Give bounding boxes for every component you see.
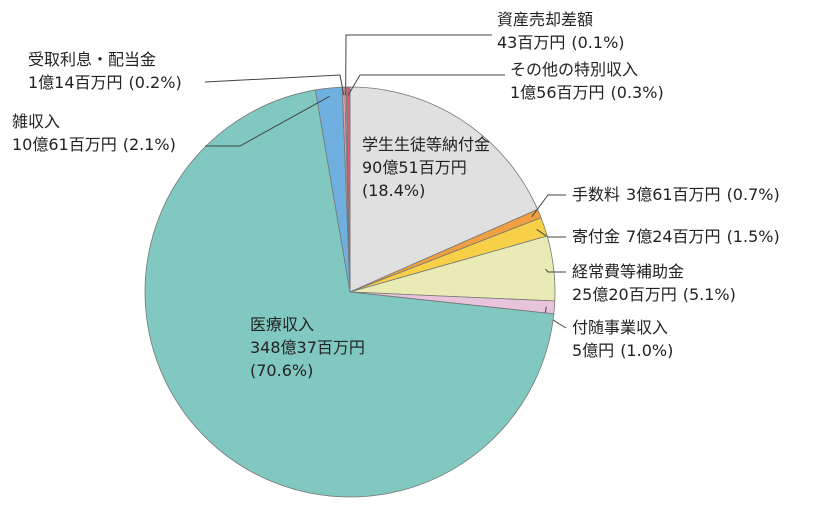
percent-label: (0.2%) [129,73,182,92]
label-line: 348億37百万円 [250,338,365,357]
label-line: 25億20百万円 (5.1%) [572,285,736,304]
leader-line [531,194,566,217]
slice-label: その他の特別収入 [510,60,638,79]
amount-label: 348億37百万円 [250,338,365,357]
amount-label: 90億51百万円 [362,158,467,177]
amount-label: 7億24百万円 [626,227,721,246]
pie-slice [349,86,539,293]
label-line: 90億51百万円 [362,158,467,177]
label-line: 資産売却差額 [497,10,593,29]
label-line: 学生生徒等納付金 [362,135,490,154]
label-line: 手数料 3億61百万円 (0.7%) [572,185,780,204]
slice-label: 受取利息・配当金 [28,50,156,69]
label-line: (18.4%) [362,181,425,200]
slice-label: 資産売却差額 [497,10,593,29]
slice-label: 雑収入 [12,112,60,131]
label-line: 5億円 (1.0%) [572,341,673,360]
label-line: その他の特別収入 [510,60,638,79]
label-line: 43百万円 (0.1%) [497,33,625,52]
percent-label: (1.5%) [727,227,780,246]
amount-label: 43百万円 [497,33,565,52]
leader-line [205,95,330,147]
percent-label: (70.6%) [250,361,313,380]
label-line: 寄付金 7億24百万円 (1.5%) [572,227,780,246]
leader-line [536,229,566,238]
amount-label: 5億円 [572,341,614,360]
percent-label: (18.4%) [362,181,425,200]
label-line: 医療収入 [250,315,314,334]
label-line: (70.6%) [250,361,313,380]
leader-line [204,74,345,96]
amount-label: 3億61百万円 [626,185,721,204]
leader-line [345,34,492,96]
label-line: 付随事業収入 [572,318,668,337]
slice-label: 付随事業収入 [572,318,668,337]
label-line: 10億61百万円 (2.1%) [12,135,176,154]
percent-label: (0.3%) [611,83,664,102]
leader-line [347,74,505,96]
percent-label: (0.1%) [571,33,624,52]
amount-label: 10億61百万円 [12,135,117,154]
slice-label: 寄付金 [572,227,620,246]
amount-label: 1億14百万円 [28,73,123,92]
percent-label: (2.1%) [123,135,176,154]
slice-label: 学生生徒等納付金 [362,135,490,154]
amount-label: 1億56百万円 [510,83,605,102]
amount-label: 25億20百万円 [572,285,677,304]
label-line: 1億56百万円 (0.3%) [510,83,664,102]
percent-label: (0.7%) [727,185,780,204]
pie-slice [144,89,555,498]
slice-label: 手数料 [572,185,620,204]
percent-label: (1.0%) [620,341,673,360]
label-line: 雑収入 [12,112,60,131]
label-line: 経常費等補助金 [572,262,684,281]
percent-label: (5.1%) [683,285,736,304]
label-line: 受取利息・配当金 [28,50,156,69]
slice-label: 経常費等補助金 [572,262,684,281]
slice-label: 医療収入 [250,315,314,334]
label-line: 1億14百万円 (0.2%) [28,73,182,92]
pie-slice [345,86,351,293]
leader-line [545,268,566,273]
